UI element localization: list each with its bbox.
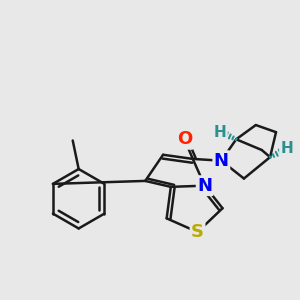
Text: H: H bbox=[214, 125, 226, 140]
Text: H: H bbox=[280, 141, 293, 156]
Text: N: N bbox=[197, 177, 212, 195]
Text: O: O bbox=[177, 130, 192, 148]
Text: S: S bbox=[191, 223, 204, 241]
Text: N: N bbox=[214, 152, 229, 170]
